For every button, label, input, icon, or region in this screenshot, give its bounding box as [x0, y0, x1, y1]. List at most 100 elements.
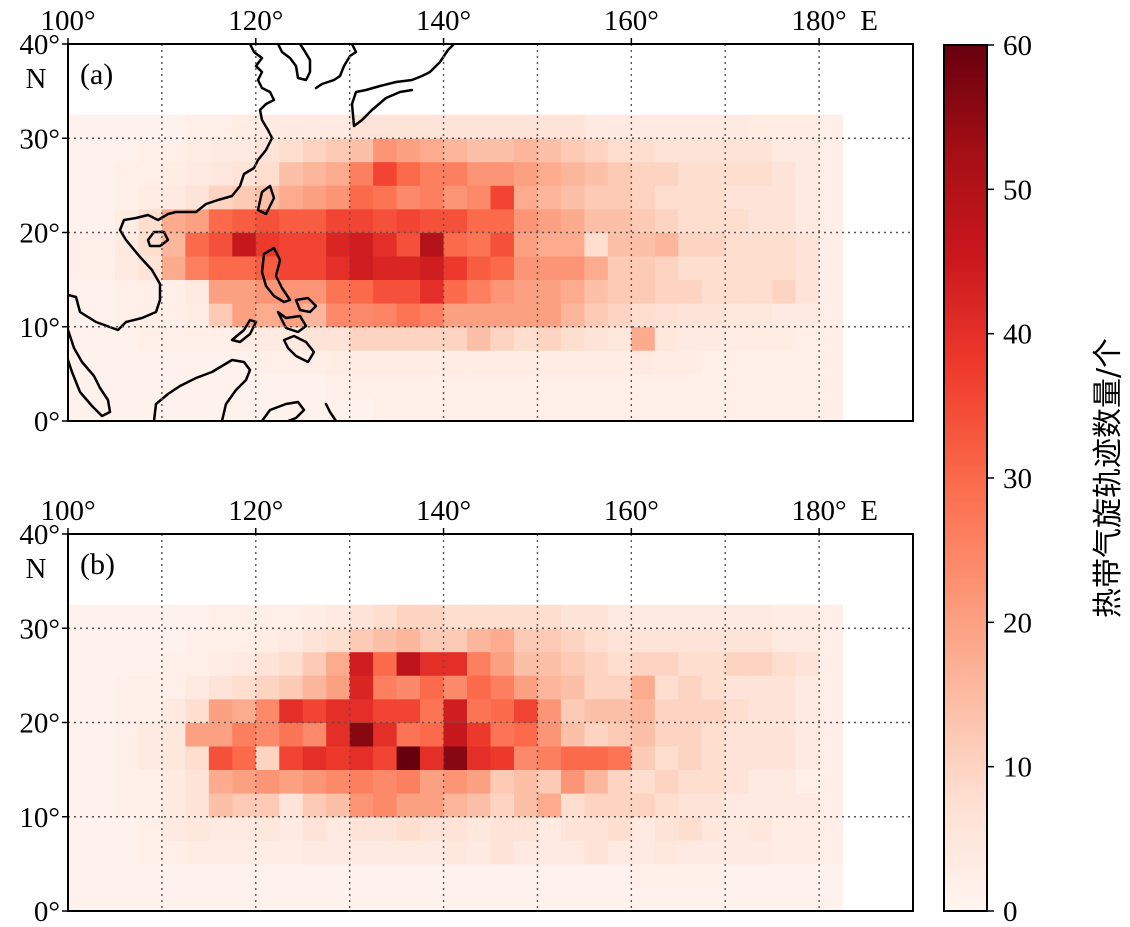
heatmap-cell: [467, 675, 491, 700]
heatmap-cell: [772, 840, 797, 865]
heatmap-cell: [490, 114, 515, 139]
heatmap-cell: [255, 840, 280, 865]
y-tick-label: 30°: [19, 123, 60, 155]
heatmap-cell: [560, 840, 585, 865]
heatmap-cell: [631, 114, 656, 139]
heatmap-cell: [185, 161, 210, 186]
heatmap-cell: [396, 675, 421, 700]
heatmap-cell: [161, 628, 186, 653]
heatmap-cell: [232, 303, 257, 328]
heatmap-cell: [208, 840, 233, 865]
heatmap-cell: [420, 114, 444, 139]
x-tick-label: 180°: [792, 495, 847, 527]
heatmap-cell: [161, 279, 186, 304]
heatmap-cell: [420, 816, 444, 841]
heatmap-cell: [279, 161, 304, 186]
heatmap-cell: [91, 698, 116, 723]
heatmap-cell: [185, 887, 210, 911]
heatmap-cell: [373, 746, 398, 771]
heatmap-cell: [772, 698, 797, 723]
heatmap-cell: [114, 161, 139, 186]
heatmap-cell: [537, 887, 562, 911]
heatmap-cell: [326, 651, 351, 676]
heatmap-cell: [513, 651, 538, 676]
heatmap-cell: [302, 628, 327, 653]
heatmap-cell: [467, 628, 491, 653]
heatmap-cell: [279, 793, 304, 818]
heatmap-cell: [443, 350, 468, 375]
heatmap-cell: [420, 373, 444, 398]
heatmap-cell: [326, 232, 351, 257]
heatmap-cell: [795, 256, 820, 281]
heatmap-cell: [255, 326, 280, 351]
heatmap-cell: [584, 816, 609, 841]
heatmap-cell: [443, 114, 468, 139]
heatmap-cell: [772, 887, 797, 911]
heatmap-cell: [443, 161, 468, 186]
heatmap-cell: [819, 746, 843, 771]
heatmap-cell: [819, 651, 843, 676]
heatmap-cell: [396, 279, 421, 304]
heatmap-cell: [725, 114, 750, 139]
heatmap-cell: [255, 651, 280, 676]
heatmap-cell: [490, 185, 515, 210]
heatmap-cell: [631, 863, 656, 888]
heatmap-cell: [467, 887, 491, 911]
y-tick-label: 0°: [34, 406, 60, 438]
heatmap-cell: [560, 373, 585, 398]
heatmap-cell: [161, 675, 186, 700]
heatmap-cell: [819, 350, 843, 375]
heatmap-cell: [396, 114, 421, 139]
heatmap-cell: [279, 628, 304, 653]
heatmap-cell: [795, 793, 820, 818]
heatmap-cell: [631, 816, 656, 841]
heatmap-cell: [537, 604, 562, 629]
heatmap-cell: [725, 651, 750, 676]
heatmap-cell: [326, 279, 351, 304]
heatmap-cell: [255, 373, 280, 398]
heatmap-cell: [255, 675, 280, 700]
heatmap-cell: [701, 675, 726, 700]
heatmap-cell: [185, 840, 210, 865]
heatmap-cell: [185, 326, 210, 351]
heatmap-cell: [138, 746, 163, 771]
heatmap-cell: [795, 628, 820, 653]
heatmap-cell: [68, 816, 92, 841]
heatmap-cell: [68, 769, 92, 794]
heatmap-cell: [349, 350, 374, 375]
heatmap-cell: [701, 840, 726, 865]
heatmap-cell: [255, 816, 280, 841]
heatmap-cell: [114, 698, 139, 723]
heatmap-cell: [396, 256, 421, 281]
heatmap-cell: [467, 256, 491, 281]
map-panel-b: 100° 120° 140° 160° 180° E 0° 10° 20° 30° 40°N (b…: [19, 495, 914, 927]
heatmap-cell: [161, 114, 186, 139]
heatmap-cell: [91, 185, 116, 210]
heatmap-cell: [420, 675, 444, 700]
heatmap-cell: [725, 397, 750, 421]
heatmap-cell: [185, 138, 210, 163]
x-tick-label: 120°: [228, 5, 283, 37]
colorbar-tick-label: 60: [1003, 30, 1032, 62]
heatmap-cell: [772, 397, 797, 421]
heatmap-cell: [208, 863, 233, 888]
lat-suffix-label: N: [26, 63, 47, 95]
heatmap-cell: [701, 208, 726, 233]
heatmap-cell: [748, 604, 773, 629]
heatmap-cell: [819, 303, 843, 328]
heatmap-cell: [513, 279, 538, 304]
y-tick-label: 30°: [19, 613, 60, 645]
heatmap-cell: [443, 138, 468, 163]
heatmap-cell: [443, 746, 468, 771]
heatmap-cell: [748, 651, 773, 676]
heatmap-cell: [232, 604, 257, 629]
heatmap-cell: [490, 769, 515, 794]
heatmap-cell: [396, 373, 421, 398]
heatmap-cell: [161, 397, 186, 421]
heatmap-cell: [302, 326, 327, 351]
heatmap-cell: [185, 675, 210, 700]
heatmap-cell: [138, 326, 163, 351]
heatmap-cell: [795, 397, 820, 421]
heatmap-cell: [185, 232, 210, 257]
heatmap-cell: [68, 863, 92, 888]
